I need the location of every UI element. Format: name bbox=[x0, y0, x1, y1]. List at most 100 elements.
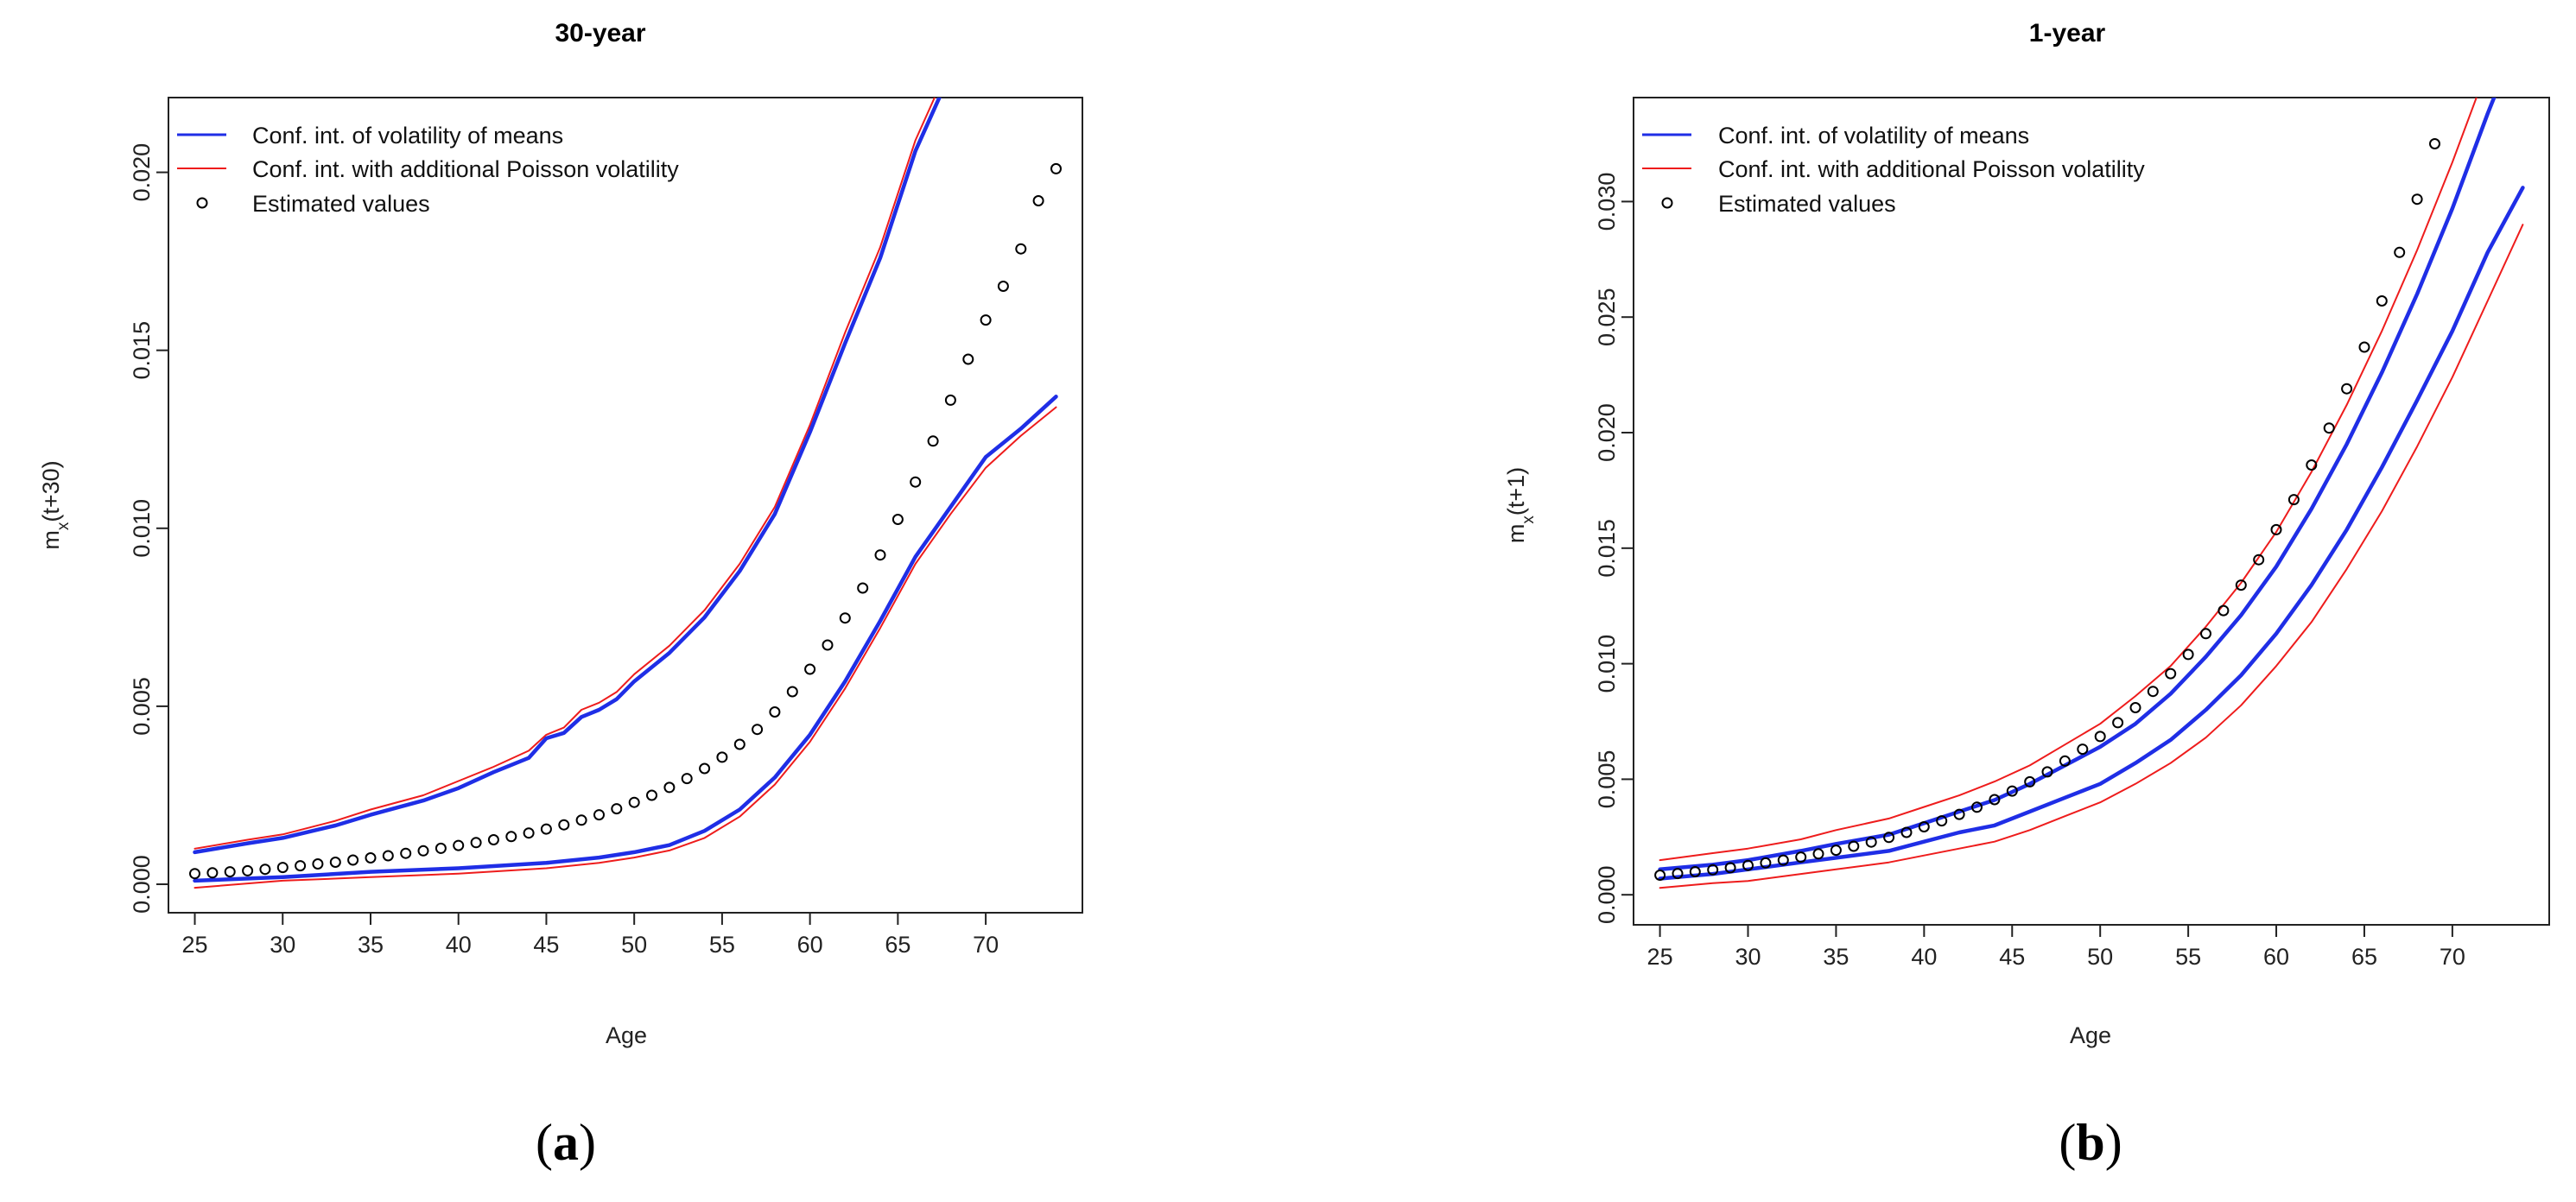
legend-marker-estimated bbox=[196, 197, 208, 209]
estimated-point bbox=[312, 858, 324, 870]
estimated-point bbox=[400, 847, 412, 859]
estimated-point bbox=[663, 781, 676, 794]
x-tick-label: 25 bbox=[1647, 944, 1673, 970]
x-tick-label: 35 bbox=[1823, 944, 1849, 970]
estimated-point bbox=[2306, 459, 2318, 471]
legend: Conf. int. of volatility of means Conf. … bbox=[1642, 123, 2145, 217]
x-tick-label: 60 bbox=[2263, 944, 2289, 970]
legend-label-poisson: Conf. int. with additional Poisson volat… bbox=[252, 156, 679, 182]
estimated-point bbox=[1015, 243, 1027, 255]
estimated-point bbox=[646, 789, 657, 801]
estimated-point bbox=[2112, 717, 2124, 729]
estimated-point bbox=[716, 751, 728, 763]
x-axis-label: Age bbox=[606, 1022, 647, 1048]
estimated-point bbox=[558, 819, 570, 831]
estimated-point bbox=[2429, 138, 2440, 149]
x-axis: 25 30 35 40 45 50 55 60 65 70 bbox=[1647, 925, 2465, 970]
estimated-point bbox=[470, 837, 482, 849]
estimated-point bbox=[2253, 554, 2265, 566]
estimated-point bbox=[962, 353, 974, 365]
estimated-point bbox=[2094, 731, 2106, 743]
x-tick-label: 30 bbox=[1735, 944, 1761, 970]
estimated-point bbox=[822, 639, 834, 651]
estimated-point bbox=[224, 866, 236, 878]
estimated-point bbox=[1707, 864, 1719, 876]
y-tick-label: 0.015 bbox=[1594, 519, 1620, 578]
series-group bbox=[1654, 15, 2525, 889]
x-tick-label: 35 bbox=[358, 932, 384, 958]
estimated-point bbox=[2358, 341, 2370, 353]
estimated-point bbox=[1689, 866, 1701, 877]
estimated-point bbox=[681, 773, 693, 785]
estimated-point bbox=[1777, 854, 1789, 866]
estimated-point bbox=[329, 857, 341, 868]
x-tick-label: 40 bbox=[1911, 944, 1937, 970]
estimated-point bbox=[1742, 859, 1754, 871]
estimated-point bbox=[2465, 15, 2475, 24]
estimated-point bbox=[752, 724, 764, 736]
x-tick-label: 70 bbox=[2440, 944, 2465, 970]
estimated-point bbox=[540, 823, 552, 835]
chart-panel-b: 1-year 0.0000.0050.0100.0150.0200.0250.0… bbox=[1503, 15, 2550, 1048]
estimated-point bbox=[628, 796, 640, 808]
estimated-point bbox=[435, 842, 447, 854]
estimated-point bbox=[295, 860, 307, 872]
legend: Conf. int. of volatility of means Conf. … bbox=[177, 123, 679, 217]
legend-label-estimated: Estimated values bbox=[1718, 191, 1896, 217]
estimated-point bbox=[1812, 848, 1824, 860]
estimated-point bbox=[487, 834, 499, 845]
y-tick-label: 0.020 bbox=[1594, 403, 1620, 462]
estimated-point bbox=[2077, 743, 2089, 756]
estimated-point bbox=[1654, 870, 1666, 881]
estimated-point bbox=[2129, 702, 2141, 713]
estimated-point bbox=[523, 827, 535, 839]
lower-poisson-line bbox=[1659, 224, 2524, 889]
x-tick-label: 60 bbox=[797, 932, 823, 958]
y-axis: 0.000 0.005 0.010 0.015 0.020 bbox=[129, 143, 168, 914]
estimated-point bbox=[593, 809, 605, 821]
estimated-point bbox=[2287, 494, 2300, 506]
estimated-point bbox=[1971, 801, 1983, 813]
estimated-point bbox=[505, 831, 517, 843]
estimated-point bbox=[2411, 193, 2423, 206]
estimated-point bbox=[769, 706, 781, 718]
estimated-point bbox=[857, 582, 869, 594]
estimated-point bbox=[2200, 628, 2211, 640]
y-tick-label: 0.000 bbox=[129, 855, 155, 914]
estimated-point bbox=[1900, 826, 1913, 838]
lower-means-line bbox=[193, 395, 1058, 883]
x-tick-label: 50 bbox=[2087, 944, 2113, 970]
x-tick-label: 65 bbox=[885, 932, 910, 958]
x-tick-label: 50 bbox=[621, 932, 647, 958]
estimated-point bbox=[1936, 815, 1948, 827]
estimated-point bbox=[1672, 868, 1684, 880]
estimated-point bbox=[2024, 775, 2036, 788]
estimated-point bbox=[2235, 579, 2247, 592]
estimated-point bbox=[611, 803, 623, 815]
estimated-point bbox=[189, 868, 200, 880]
caption-a: (a) bbox=[536, 1114, 596, 1171]
plot-frame bbox=[1633, 97, 2550, 926]
x-tick-label: 45 bbox=[533, 932, 559, 958]
estimated-point bbox=[2270, 523, 2282, 535]
estimated-point bbox=[2165, 667, 2177, 680]
estimated-point bbox=[1883, 832, 1895, 844]
estimated-point bbox=[347, 854, 359, 866]
estimated-point bbox=[2218, 604, 2230, 617]
estimated-point bbox=[2447, 79, 2457, 88]
lower-means-line bbox=[1658, 186, 2525, 881]
estimated-point bbox=[1795, 851, 1807, 864]
estimated-point bbox=[2341, 383, 2353, 395]
estimated-point bbox=[786, 686, 798, 698]
x-tick-label: 70 bbox=[973, 932, 999, 958]
y-tick-label: 0.005 bbox=[129, 677, 155, 736]
estimated-point bbox=[891, 514, 904, 525]
estimated-point bbox=[1760, 857, 1772, 869]
y-tick-label: 0.015 bbox=[129, 321, 155, 380]
lower-poisson-line bbox=[194, 406, 1057, 889]
estimated-point bbox=[927, 435, 939, 447]
x-tick-label: 40 bbox=[446, 932, 472, 958]
estimated-point bbox=[980, 314, 992, 326]
x-tick-label: 25 bbox=[181, 932, 207, 958]
upper-means-line bbox=[1658, 98, 2497, 872]
